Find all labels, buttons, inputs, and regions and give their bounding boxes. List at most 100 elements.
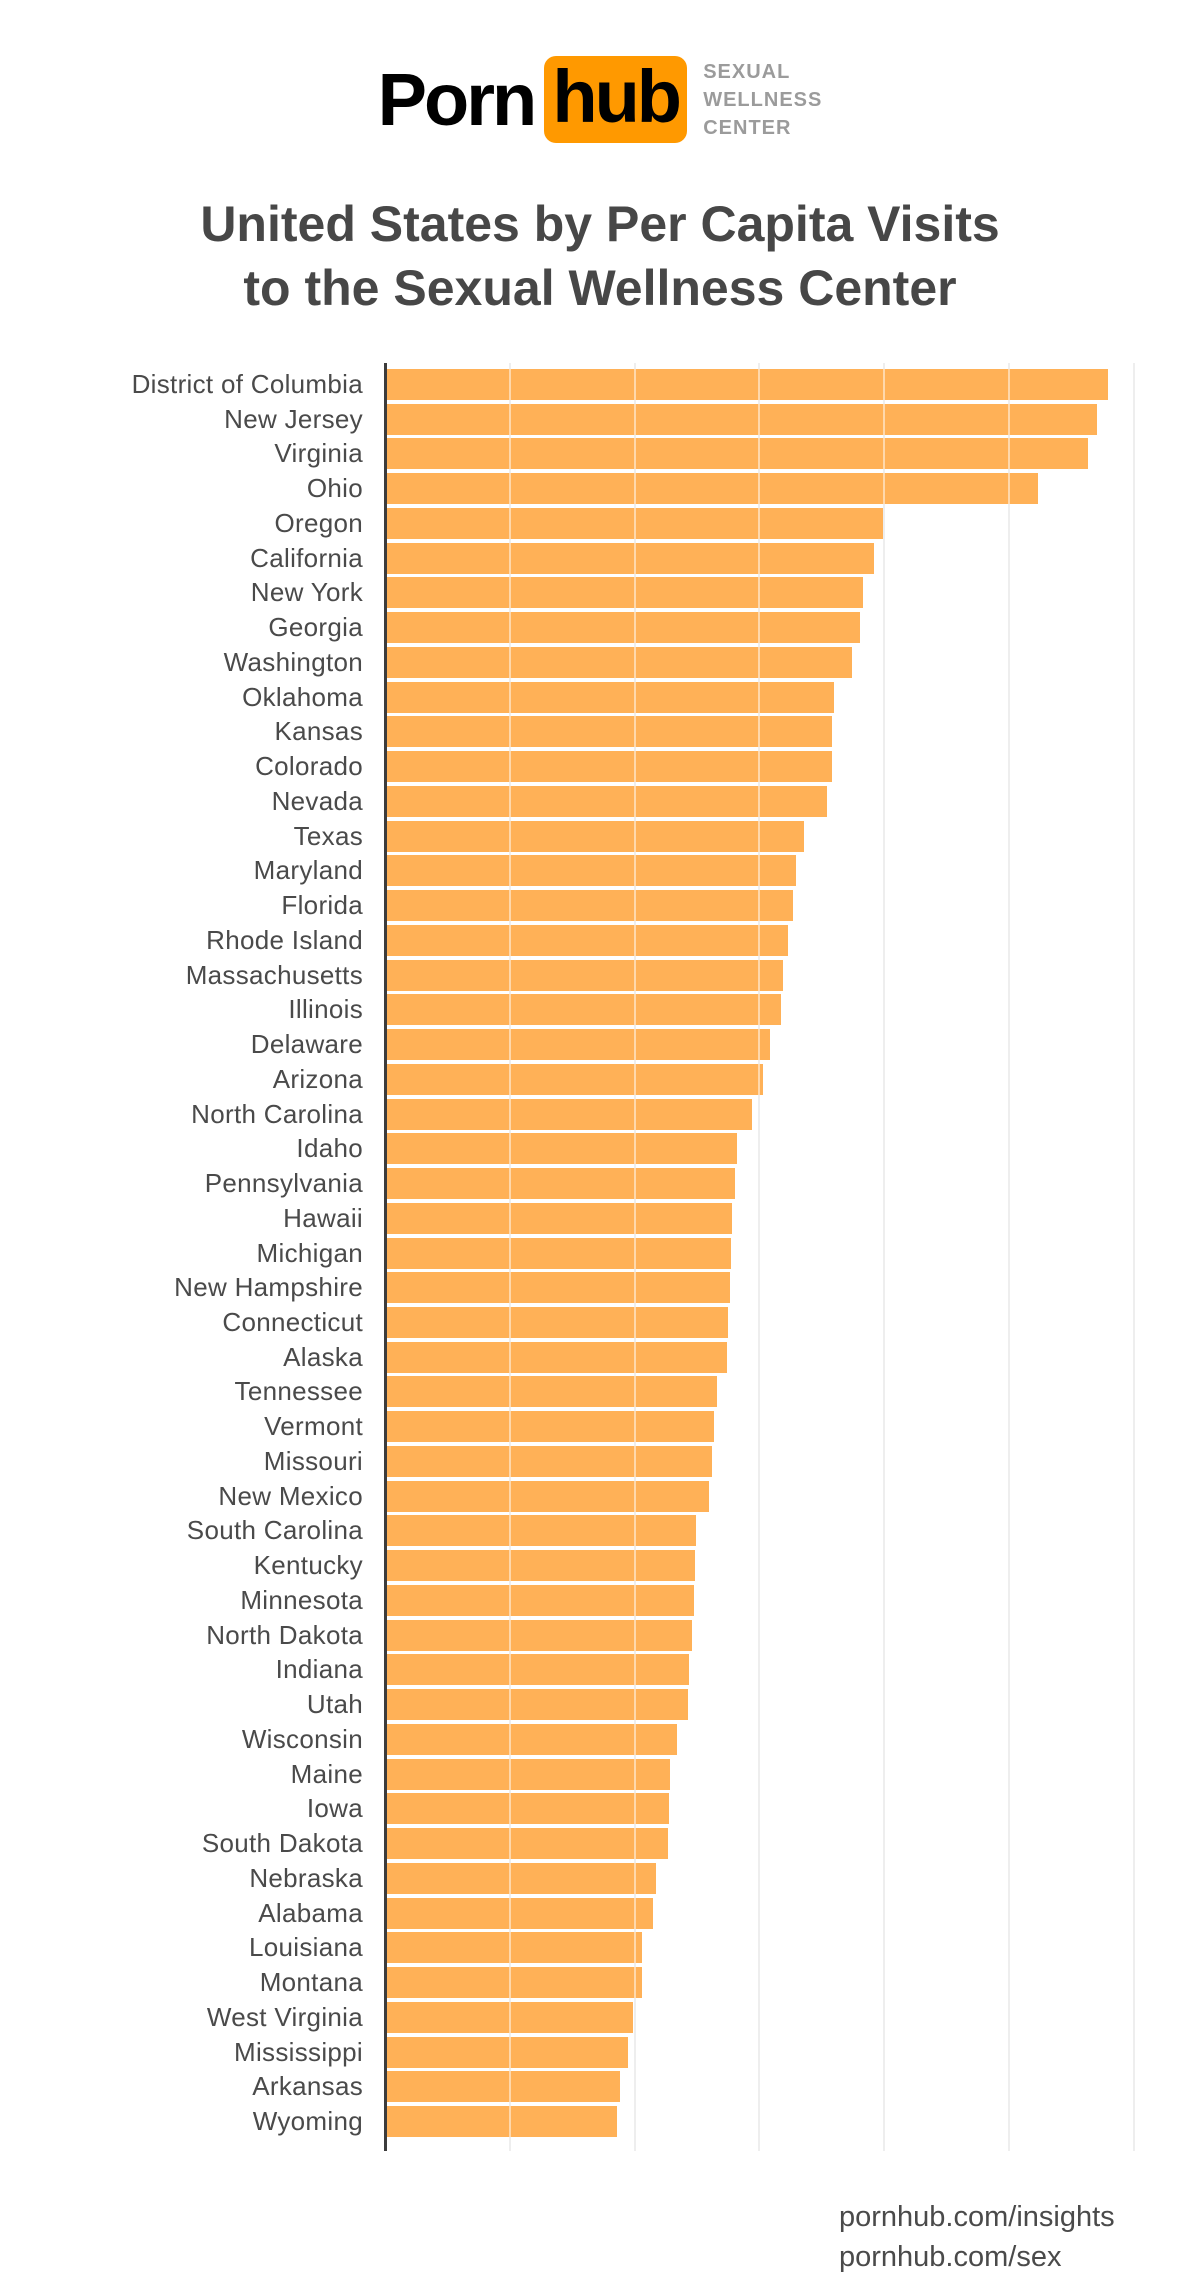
category-label: Colorado <box>255 751 363 781</box>
logo-subtitle-line: SEXUAL <box>703 60 791 83</box>
bar <box>387 2106 617 2137</box>
category-label: Maine <box>290 1759 363 1789</box>
category-label: Michigan <box>256 1238 363 1268</box>
bar <box>387 994 781 1025</box>
category-label: Louisiana <box>248 1932 363 1962</box>
bar <box>387 855 796 886</box>
category-label: Vermont <box>264 1411 363 1441</box>
bar <box>387 404 1097 435</box>
bar <box>387 1654 689 1685</box>
category-label: Arkansas <box>252 2071 363 2101</box>
category-label: Indiana <box>275 1654 363 1684</box>
bar <box>387 2037 628 2068</box>
x-gridline-overlay <box>883 363 885 2151</box>
category-label: New Jersey <box>224 404 363 434</box>
logo-text-porn: Porn <box>377 58 538 141</box>
bar <box>387 438 1088 469</box>
category-label: South Carolina <box>186 1515 363 1545</box>
bar <box>387 1203 732 1234</box>
category-label: Alaska <box>283 1342 363 1372</box>
category-label: Texas <box>293 821 363 851</box>
logo-subtitle-line: CENTER <box>703 116 792 139</box>
category-label: New Hampshire <box>174 1272 363 1302</box>
category-label: Virginia <box>274 438 363 468</box>
logo-subtitle-line: WELLNESS <box>703 88 823 111</box>
category-label: District of Columbia <box>131 369 363 399</box>
category-label: New York <box>250 577 363 607</box>
bar <box>387 647 852 678</box>
footer-links: pornhub.com/insights pornhub.com/sex <box>839 2197 1115 2277</box>
chart-title: United States by Per Capita Visits to th… <box>0 192 1200 320</box>
bar <box>387 1620 692 1651</box>
bar <box>387 1550 695 1581</box>
bar <box>387 1481 709 1512</box>
category-label: North Dakota <box>206 1620 363 1650</box>
bar <box>387 2071 620 2102</box>
bar <box>387 1863 656 1894</box>
chart-title-line1: United States by Per Capita Visits <box>200 196 1000 252</box>
bar <box>387 1898 653 1929</box>
bar <box>387 1376 717 1407</box>
bar <box>387 1064 763 1095</box>
x-gridline-overlay <box>1008 363 1010 2151</box>
logo-subtitle-sexual-wellness-center: SEXUAL WELLNESS CENTER <box>703 58 822 142</box>
bar <box>387 1967 642 1998</box>
category-label: Montana <box>259 1967 363 1997</box>
category-label: Utah <box>306 1689 363 1719</box>
bar <box>387 612 860 643</box>
category-label: Washington <box>223 647 363 677</box>
logo-text-hub: hub <box>552 55 682 138</box>
bar <box>387 1689 688 1720</box>
bar-chart: District of Columbia New Jersey Virginia Oh… <box>0 363 1200 2151</box>
x-gridline-overlay <box>509 363 511 2151</box>
category-label: Oklahoma <box>242 682 363 712</box>
category-label: New Mexico <box>218 1481 363 1511</box>
bar <box>387 890 793 921</box>
bar <box>387 1099 752 1130</box>
x-gridline-overlay <box>634 363 636 2151</box>
footer-sex-url: pornhub.com/sex <box>839 2241 1062 2273</box>
category-label: Kentucky <box>253 1550 363 1580</box>
bar <box>387 1029 770 1060</box>
category-label: North Carolina <box>191 1099 363 1129</box>
bar <box>387 369 1108 400</box>
category-label: Iowa <box>306 1793 363 1823</box>
bar <box>387 786 827 817</box>
category-label: Connecticut <box>222 1307 363 1337</box>
bar <box>387 1272 730 1303</box>
category-label: Pennsylvania <box>204 1168 363 1198</box>
bar <box>387 751 832 782</box>
bar <box>387 1585 694 1616</box>
category-label: Idaho <box>296 1133 363 1163</box>
category-label: Maryland <box>253 855 363 885</box>
bar <box>387 1932 642 1963</box>
bar <box>387 1793 669 1824</box>
category-label: Ohio <box>306 473 363 503</box>
category-label: Georgia <box>268 612 363 642</box>
bar <box>387 1133 737 1164</box>
bar <box>387 716 832 747</box>
category-label: Alabama <box>258 1898 363 1928</box>
chart-title-line2: to the Sexual Wellness Center <box>243 260 957 316</box>
bar <box>387 1168 735 1199</box>
category-label: Oregon <box>274 508 363 538</box>
pornhub-logo: Porn hub SEXUAL WELLNESS CENTER <box>0 55 1200 143</box>
category-label: Delaware <box>250 1029 363 1059</box>
bar <box>387 577 863 608</box>
x-gridline-overlay <box>758 363 760 2151</box>
category-label: Wyoming <box>252 2106 363 2136</box>
category-label: Nebraska <box>249 1863 363 1893</box>
bar <box>387 1515 696 1546</box>
bar <box>387 1828 668 1859</box>
bar <box>387 960 783 991</box>
y-axis-line <box>384 363 387 2151</box>
category-label: Minnesota <box>240 1585 363 1615</box>
category-label: Mississippi <box>234 2037 363 2067</box>
x-gridline-overlay <box>1133 363 1135 2151</box>
category-label: Illinois <box>288 994 363 1024</box>
category-label: West Virginia <box>206 2002 363 2032</box>
category-label: California <box>250 543 363 573</box>
bar <box>387 1342 727 1373</box>
category-label: Arizona <box>272 1064 363 1094</box>
